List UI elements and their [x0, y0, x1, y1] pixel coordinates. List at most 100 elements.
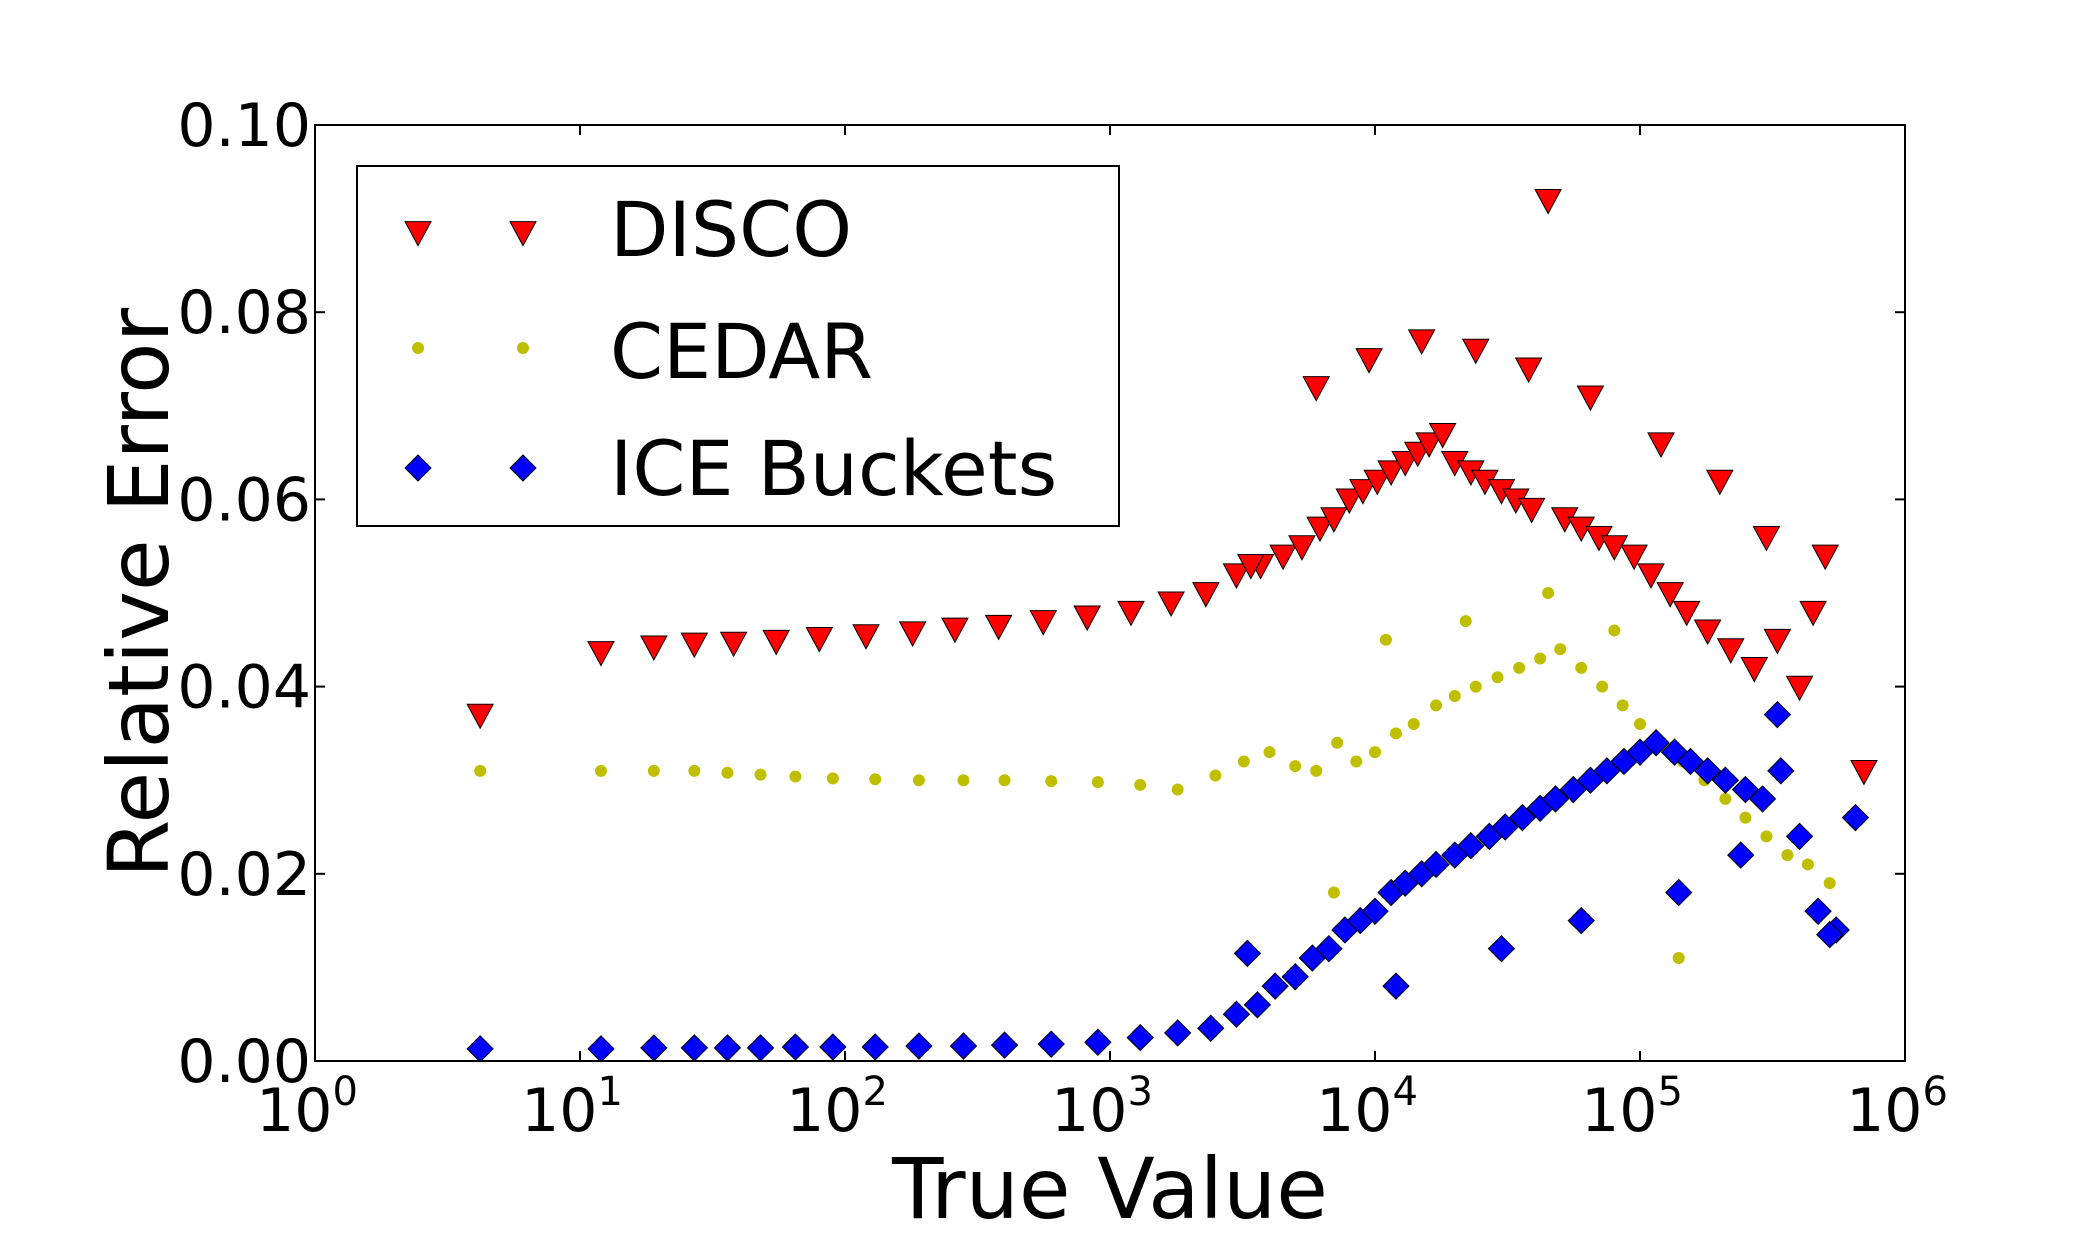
point-cedar	[594, 764, 607, 777]
point-cedar	[1263, 746, 1276, 759]
point-cedar	[869, 773, 882, 786]
point-cedar	[1407, 718, 1420, 731]
point-disco	[1415, 432, 1443, 458]
point-cedar	[1389, 727, 1402, 740]
point-ice-buckets	[1281, 963, 1309, 991]
series-cedar	[474, 587, 1856, 965]
point-disco	[680, 632, 709, 659]
legend-markers	[404, 221, 537, 482]
point-ice-buckets	[819, 1033, 847, 1061]
point-disco	[1428, 422, 1457, 449]
point-disco	[1363, 469, 1392, 496]
point-disco	[1763, 628, 1792, 655]
point-cedar	[1331, 736, 1344, 749]
point-disco	[805, 627, 834, 653]
ticks-layer: 100 101 102 103 104 105 106 0.00 0.02 0.04 0.06 0.0…	[177, 91, 1948, 1146]
point-disco	[1355, 348, 1383, 374]
x-tick-label: 103	[1051, 1069, 1153, 1146]
point-cedar	[1760, 830, 1773, 843]
point-ice-buckets	[1197, 1014, 1225, 1042]
point-cedar	[1596, 680, 1609, 693]
point-disco	[640, 635, 668, 662]
point-cedar	[688, 764, 701, 777]
point-cedar	[1171, 783, 1184, 796]
point-cedar	[1801, 858, 1814, 871]
point-ice-buckets	[1222, 1000, 1251, 1028]
point-disco	[466, 703, 494, 730]
point-disco	[984, 614, 1013, 641]
point-ice-buckets	[1665, 878, 1693, 907]
point-disco	[1637, 563, 1665, 589]
point-disco	[1073, 605, 1101, 632]
point-disco	[1693, 619, 1722, 646]
point-disco	[1705, 469, 1734, 496]
point-cedar	[647, 764, 660, 777]
point-disco	[1157, 591, 1185, 618]
y-tick-label: 0.06	[177, 465, 311, 535]
x-tick-label: 101	[521, 1069, 623, 1146]
y-tick-label: 0.04	[177, 653, 311, 723]
point-disco	[1752, 525, 1781, 552]
y-tick-label: 0.10	[177, 91, 311, 161]
series-ice-buckets	[466, 700, 1870, 1063]
point-disco	[1237, 554, 1265, 580]
point-disco	[1117, 600, 1145, 627]
point-cedar	[1781, 849, 1794, 862]
point-cedar	[721, 766, 734, 779]
point-ice-buckets	[1816, 920, 1844, 949]
point-cedar	[1554, 643, 1567, 656]
point-disco	[587, 641, 615, 667]
point-disco	[1222, 563, 1251, 589]
point-ice-buckets	[1508, 803, 1537, 832]
point-disco	[1320, 507, 1348, 533]
x-tick-label: 100	[256, 1069, 358, 1146]
legend: DISCO CEDAR ICE Buckets	[356, 165, 1120, 527]
point-ice-buckets	[1693, 757, 1722, 785]
point-cedar	[474, 764, 487, 777]
point-disco	[1799, 600, 1827, 627]
point-ice-buckets	[1243, 991, 1272, 1019]
point-cedar	[1134, 778, 1147, 791]
point-ice-buckets	[1804, 897, 1832, 925]
point-disco	[1656, 582, 1685, 608]
y-tick-label: 0.00	[177, 1027, 311, 1097]
point-cedar	[1448, 689, 1461, 702]
points-layer	[466, 188, 1878, 1063]
point-ice-buckets	[1748, 785, 1777, 813]
point-ice-buckets	[1126, 1023, 1154, 1052]
point-cedar	[1608, 624, 1621, 637]
point-disco	[1407, 329, 1436, 355]
point-ice-buckets	[1841, 803, 1870, 832]
x-axis-title: True Value	[891, 1140, 1328, 1238]
point-disco	[1288, 535, 1316, 561]
series-disco	[466, 188, 1878, 786]
point-disco	[941, 617, 969, 644]
point-disco	[1514, 357, 1543, 384]
point-disco	[1306, 516, 1334, 543]
point-ice-buckets	[1261, 972, 1289, 1000]
point-disco	[762, 629, 791, 656]
point-ice-buckets	[1315, 934, 1343, 963]
point-disco	[1647, 432, 1675, 458]
point-ice-buckets	[1361, 897, 1389, 925]
point-cedar	[1327, 886, 1340, 899]
point-disco	[1576, 385, 1605, 412]
point-disco	[1335, 488, 1364, 515]
legend-marker-cedar	[517, 342, 529, 354]
point-ice-buckets	[1084, 1028, 1112, 1056]
point-ice-buckets	[1727, 841, 1755, 869]
point-disco	[1811, 544, 1840, 571]
point-cedar	[1491, 671, 1504, 684]
x-tick-label: 102	[786, 1069, 888, 1146]
point-cedar	[1289, 760, 1302, 773]
point-ice-buckets	[1567, 906, 1595, 935]
point-cedar	[1369, 746, 1381, 759]
point-disco	[1600, 535, 1629, 561]
point-ice-buckets	[1382, 972, 1410, 1000]
legend-marker-ice-buckets	[404, 454, 432, 482]
point-ice-buckets	[1422, 850, 1450, 879]
legend-label-ice-buckets: ICE Buckets	[610, 424, 1057, 513]
point-ice-buckets	[1642, 729, 1670, 757]
point-cedar	[1310, 764, 1323, 777]
point-cedar	[1430, 699, 1443, 712]
